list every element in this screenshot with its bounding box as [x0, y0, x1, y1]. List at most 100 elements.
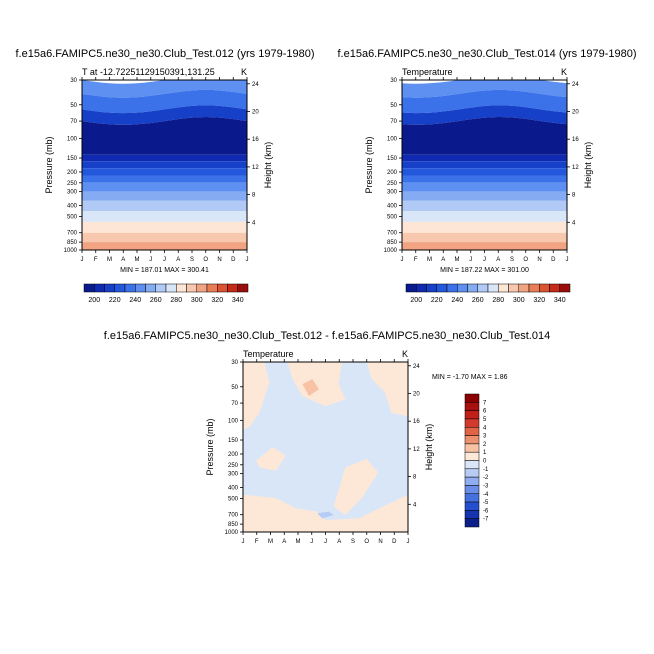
x-tick-label: N: [217, 257, 221, 263]
x-tick-label: A: [496, 257, 500, 263]
y-tick-label: 70: [70, 119, 77, 125]
colorbar-label: 240: [129, 297, 141, 304]
colorbar-swatch: [539, 283, 550, 293]
y-tick-label: 200: [387, 170, 398, 176]
panel-subtitle-left: Temperature: [243, 349, 294, 359]
colorbar-label: 200: [410, 297, 422, 304]
y-tick-label: 1000: [225, 530, 239, 536]
y2-tick-label: 24: [252, 82, 259, 88]
x-tick-label: A: [282, 539, 286, 545]
x-tick-label: A: [441, 257, 445, 263]
temperature-band: [82, 200, 247, 212]
x-tick-label: A: [121, 257, 125, 263]
colorbar-label: -1: [483, 467, 489, 473]
y-tick-label: 850: [67, 240, 78, 246]
y2-tick-label: 12: [252, 165, 259, 171]
x-tick-label: S: [351, 539, 355, 545]
colorbar-swatch: [559, 283, 571, 293]
axes-panel-3: J F M A M J J A S O N D J305070100150200250300400500…: [104, 330, 550, 545]
min-max-label: MIN = 187.01 MAX = 300.41: [120, 267, 209, 274]
temperature-band: [82, 161, 247, 169]
y-tick-label: 200: [67, 170, 78, 176]
y2-tick-label: 24: [572, 82, 579, 88]
y-tick-label: 700: [387, 231, 398, 237]
x-tick-label: N: [537, 257, 541, 263]
temperature-band: [402, 221, 567, 233]
y2-tick-label: 20: [252, 109, 259, 115]
colorbar-label: 340: [554, 297, 566, 304]
x-tick-label: A: [176, 257, 180, 263]
colorbar-label: 340: [232, 297, 244, 304]
min-max-label: MIN = 187.22 MAX = 301.00: [440, 267, 529, 274]
colorbar-label: 300: [191, 297, 203, 304]
y2-tick-label: 8: [413, 475, 417, 481]
x-tick-label: N: [378, 539, 382, 545]
colorbar-swatch: [518, 283, 530, 293]
diff-contour-region: [287, 362, 346, 407]
colorbar-swatch: [464, 435, 480, 445]
x-tick-label: F: [255, 539, 259, 545]
panel-units-label: K: [561, 67, 567, 77]
contour-field-panel-1: [82, 80, 247, 250]
y-axis-label: Pressure (mb): [205, 418, 215, 475]
x-tick-label: M: [427, 257, 432, 263]
y-tick-label: 850: [387, 240, 398, 246]
temperature-band: [402, 211, 567, 222]
colorbar-label: 5: [483, 417, 487, 423]
colorbar-swatch: [196, 283, 208, 293]
y2-tick-label: 8: [252, 193, 256, 199]
colorbar-label: 7: [483, 400, 487, 406]
panel-title: f.e15a6.FAMIPC5.ne30_ne30.Club_Test.014 …: [337, 48, 636, 60]
colorbar-swatch: [155, 283, 167, 293]
colorbar-label: 3: [483, 434, 487, 440]
colorbar-swatch: [227, 283, 238, 293]
y2-tick-label: 16: [572, 137, 579, 143]
temperature-band: [402, 80, 567, 98]
y-tick-label: 1000: [64, 248, 78, 254]
panel-subtitle-left: T at -12.72251129150391,131.25: [82, 67, 215, 77]
colorbar-swatch: [457, 283, 468, 293]
temperature-band: [402, 200, 567, 212]
temperature-band: [402, 168, 567, 176]
y-tick-label: 70: [390, 119, 397, 125]
colorbar-swatch: [487, 283, 499, 293]
y-tick-label: 500: [228, 496, 239, 502]
y-tick-label: 30: [70, 78, 77, 84]
colorbar-swatch: [498, 283, 509, 293]
y-tick-label: 1000: [384, 248, 398, 254]
x-tick-label: J: [324, 539, 327, 545]
y-tick-label: 250: [228, 463, 239, 469]
y-tick-label: 300: [228, 472, 239, 478]
temperature-band: [82, 117, 247, 155]
y-tick-label: 250: [67, 181, 78, 187]
contour-field-panel-3: [243, 362, 408, 532]
x-tick-label: J: [81, 257, 84, 263]
y-tick-label: 250: [387, 181, 398, 187]
x-tick-label: F: [94, 257, 98, 263]
temperature-band: [82, 232, 247, 243]
colorbar-swatch: [464, 418, 480, 428]
y2-tick-label: 12: [413, 447, 420, 453]
colorbar-swatch: [464, 443, 480, 453]
colorbar-panel-3: 7 6 5 4 3 2 1 0 -1 -2 -3 -4 -5 -6 -7 MIN = -1.70 MAX = …: [432, 374, 508, 528]
y-tick-label: 500: [67, 214, 78, 220]
x-tick-label: O: [203, 257, 208, 263]
colorbar-swatch: [176, 283, 187, 293]
panel-units-label: K: [402, 349, 408, 359]
y-tick-label: 30: [390, 78, 397, 84]
temperature-band: [402, 182, 567, 192]
y2-tick-label: 4: [413, 502, 417, 508]
colorbar-swatch: [165, 283, 177, 293]
temperature-band: [402, 89, 567, 114]
colorbar-swatch: [508, 283, 519, 293]
colorbar-label: -6: [483, 508, 489, 514]
colorbar-swatch: [436, 283, 448, 293]
y2-axis-label: Height (km): [583, 142, 593, 189]
y-tick-label: 400: [387, 204, 398, 210]
colorbar-swatch: [237, 283, 249, 293]
colorbar-swatch: [477, 283, 489, 293]
temperature-band: [82, 89, 247, 114]
temperature-band: [82, 242, 247, 250]
y-tick-label: 100: [67, 136, 78, 142]
x-tick-label: D: [392, 539, 397, 545]
